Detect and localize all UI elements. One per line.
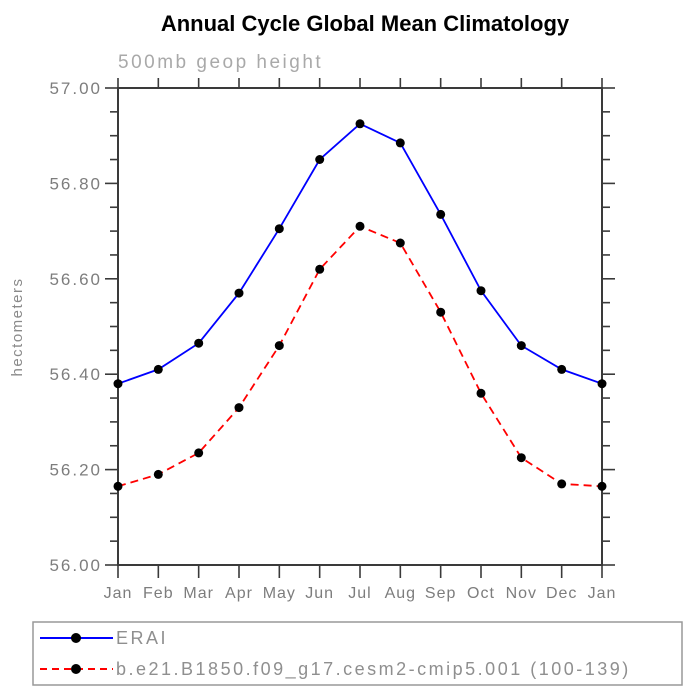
x-tick-label: Apr [225,585,253,602]
legend-line-samples [40,633,113,674]
data-point-marker [597,481,607,491]
data-point-marker [355,119,365,129]
x-tick-label: Oct [467,585,495,602]
legend-label-erai: ERAI [116,628,168,648]
data-point-marker [194,448,204,458]
data-point-marker [516,341,526,351]
series-line-1 [117,225,603,488]
data-point-marker [355,221,365,231]
legend-box [32,621,683,686]
data-point-marker [194,338,204,348]
data-point-marker [436,209,446,219]
legend: ERAI b.e21.B1850.f09_g17.cesm2-cmip5.001… [32,621,683,686]
data-point-marker [395,138,405,148]
chart-subtitle: 500mb geop height [118,52,323,73]
x-tick-label: Jan [104,585,133,602]
legend-label-cesm: b.e21.B1850.f09_g17.cesm2-cmip5.001 (100… [116,659,631,680]
y-tick-labels: 56.00 56.20 56.40 56.60 56.80 57.00 [49,79,102,575]
legend-sample-marker-1 [71,664,81,674]
plot-border [117,87,603,566]
data-point-marker [153,364,163,374]
x-tick-label: Nov [506,585,537,602]
x-tick-label: Dec [546,585,577,602]
data-point-markers [113,119,607,491]
data-point-marker [597,379,607,389]
y-tick-label: 56.40 [49,365,102,384]
data-point-marker [436,307,446,317]
x-tick-label: May [263,585,296,602]
x-tick-label: Mar [183,585,214,602]
y-tick-label: 56.60 [49,270,102,289]
x-tick-label: Aug [385,585,416,602]
data-point-marker [557,479,567,489]
data-point-marker [516,453,526,463]
legend-sample-marker-0 [71,633,81,643]
data-point-marker [234,288,244,298]
x-tick-label: Sep [425,585,456,602]
data-point-marker [315,264,325,274]
y-axis-label: hectometers [9,277,26,376]
data-point-marker [476,388,486,398]
axis-ticks [105,78,615,578]
x-tick-label: Jun [305,585,334,602]
data-point-marker [315,155,325,164]
data-point-marker [113,379,123,389]
data-point-marker [234,403,244,413]
series-lines [117,122,603,488]
data-point-marker [557,364,567,374]
data-point-marker [476,286,486,296]
y-tick-label: 56.20 [49,461,102,480]
data-point-marker [153,469,163,479]
y-tick-label: 57.00 [49,79,102,98]
data-point-marker [274,341,284,351]
chart-title: Annual Cycle Global Mean Climatology [161,11,570,36]
y-tick-label: 56.80 [49,174,102,193]
x-tick-label: Jan [588,585,617,602]
x-tick-labels: Jan Feb Mar Apr May Jun Jul Aug Sep Oct Nov Dec Jan [104,585,617,602]
y-tick-label: 56.00 [49,556,102,575]
x-tick-label: Feb [143,585,174,602]
data-point-marker [274,224,284,234]
series-line-0 [117,122,603,385]
data-point-marker [113,481,123,491]
x-tick-label: Jul [348,585,371,602]
data-point-marker [395,238,405,248]
plot-frame [117,87,603,566]
